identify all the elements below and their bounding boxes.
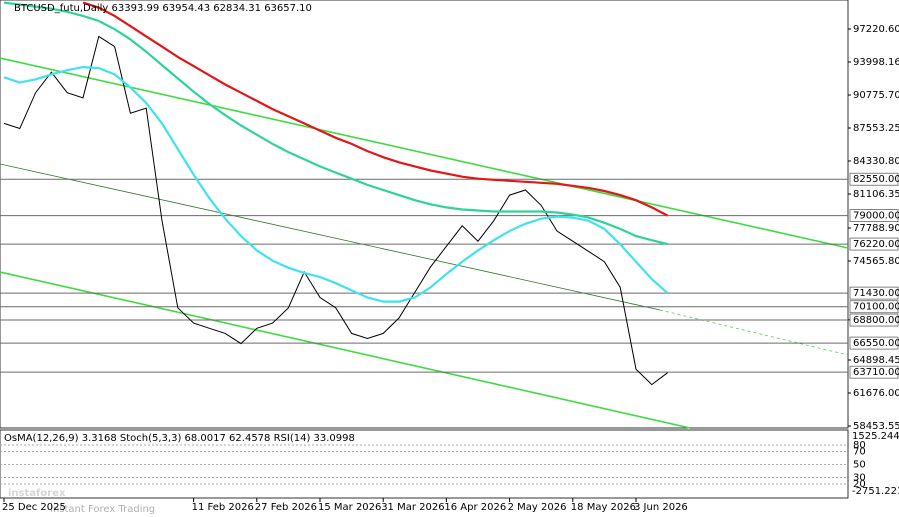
watermark-sub: Instant Forex Trading [50,504,155,515]
oscillator-header: OsMA(12,26,9) 3.3168 Stoch(5,3,3) 68.001… [4,433,355,444]
x-tick-label: 3 Jun 2026 [634,502,688,513]
moving-average [3,65,669,303]
trend-line [0,57,849,249]
osc-tick-label: 70 [853,447,866,458]
y-tick-label: 64898.45 [853,355,899,366]
x-tick-label: 31 Mar 2026 [381,502,444,513]
level-label: 70100.00 [853,302,899,313]
level-label: 63710.00 [853,367,899,378]
level-box [849,237,899,251]
osc-tick-label: 30 [853,473,866,484]
y-tick-label: 90775.70 [853,90,899,101]
trend-line [0,271,691,429]
y-tick-label: 58453.55 [853,421,899,432]
y-tick-label: 74565.80 [853,256,899,267]
x-tick-label: 11 Feb 2026 [192,502,254,513]
level-box [849,300,899,314]
level-box [849,286,899,300]
x-tick-label: 2 May 2026 [508,502,567,513]
channel-line [0,163,661,311]
level-box [849,365,899,379]
osc-bottom-label: -2751.221 [852,486,899,497]
osc-top-label: 1525.2442 [852,431,899,442]
y-tick-label: 97220.60 [853,24,899,35]
osc-tick-label: 80 [853,440,866,451]
x-tick-label: 16 Apr 2026 [444,502,506,513]
level-label: 66550.00 [853,338,899,349]
level-label: 79000.00 [853,211,899,222]
level-label: 76220.00 [853,239,899,250]
level-label: 68800.00 [853,315,899,326]
level-label: 82550.00 [853,174,899,185]
y-tick-label: 87553.25 [853,123,899,134]
osc-tick-label: 20 [853,479,866,490]
price-panel [0,0,849,429]
level-box [849,209,899,222]
level-box [849,336,899,350]
watermark: instaforex [8,488,66,499]
x-tick-label: 15 Mar 2026 [318,502,381,513]
osc-tick-label: 50 [853,460,866,471]
chart-title: BTCUSD_futu,Daily 63393.99 63954.43 6283… [14,3,312,14]
x-tick-label: 25 Dec 2025 [2,502,66,513]
level-box [849,313,899,327]
y-tick-label: 81106.35 [853,189,899,200]
level-label: 71430.00 [853,288,899,299]
y-tick-label: 93998.16 [853,57,899,68]
moving-average [3,1,668,246]
level-box [849,172,899,186]
moving-average [82,1,669,217]
price-line [3,35,668,386]
y-tick-label: 61676.00 [853,388,899,399]
channel-line [659,309,849,356]
x-tick-label: 27 Feb 2026 [255,502,317,513]
y-tick-label: 77788.90 [853,223,899,234]
x-tick-label: 18 May 2026 [571,502,636,513]
y-tick-label: 84330.80 [853,156,899,167]
